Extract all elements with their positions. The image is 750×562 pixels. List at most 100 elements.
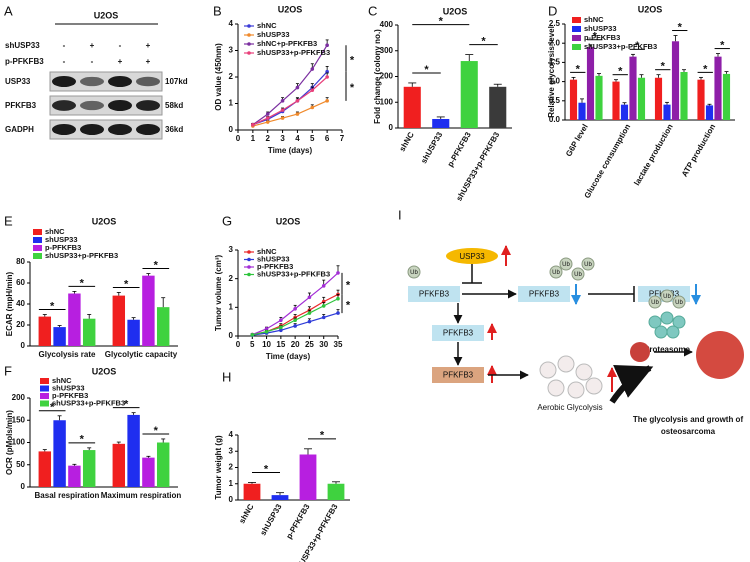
x-tick-label: lactate production <box>632 122 675 187</box>
y-tick-label: 2 <box>229 274 234 283</box>
bar <box>156 442 170 487</box>
significance: * <box>439 16 444 28</box>
y-tick-label: 0 <box>389 123 394 132</box>
significance: * <box>124 278 129 290</box>
point <box>279 325 283 330</box>
legend-swatch <box>572 17 581 23</box>
ub-node <box>571 267 585 281</box>
bar <box>586 47 595 120</box>
legend-swatch <box>33 237 42 243</box>
bar <box>595 75 603 120</box>
cell <box>557 355 575 373</box>
legend-label: shNC+p-PFKFB3 <box>257 39 317 48</box>
bar <box>620 104 629 120</box>
legend-marker <box>247 51 251 55</box>
chart-title: U2OS <box>92 216 117 226</box>
y-tick-label: 200 <box>380 72 394 81</box>
protein-label: PFKFB3 <box>419 290 450 299</box>
bar <box>629 56 637 120</box>
y-axis-label: OD value (450nm) <box>214 43 223 111</box>
point <box>250 333 255 337</box>
bar <box>612 81 620 120</box>
point <box>307 319 312 324</box>
legend-marker <box>247 42 251 46</box>
chart-title: U2OS <box>276 216 301 226</box>
x-tick-label: 10 <box>262 340 271 349</box>
y-axis-label: Tumor weight (g) <box>214 435 223 500</box>
significance: * <box>346 280 351 292</box>
x-tick-label: 35 <box>334 340 343 349</box>
y-tick-label: 0 <box>21 341 26 350</box>
condition-sign: - <box>119 41 122 50</box>
x-tick-label: 0 <box>236 340 241 349</box>
y-axis-label: Fold change (colony no.) <box>373 29 382 124</box>
significance: * <box>635 40 640 52</box>
series-line <box>252 76 328 126</box>
legend-label: shUSP33+p-PFKFB3 <box>257 269 330 278</box>
legend-label: shNC <box>257 21 277 30</box>
y-tick-label: 60 <box>16 278 25 287</box>
point <box>321 315 326 320</box>
legend-label: shUSP33 <box>257 254 290 263</box>
cell <box>575 363 593 381</box>
band-size: 58kd <box>165 101 183 110</box>
significance: * <box>346 300 351 312</box>
point <box>265 112 270 116</box>
condition-sign: + <box>146 57 151 66</box>
bar <box>403 86 421 128</box>
panel-label: F <box>4 363 12 378</box>
x-tick-label: 3 <box>280 134 285 143</box>
y-tick-label: 2 <box>229 463 234 472</box>
legend-marker <box>247 250 251 254</box>
x-tick-label: 20 <box>291 340 300 349</box>
x-tick-label: shUSP33 <box>258 502 283 537</box>
legend-label: shNC <box>584 15 604 24</box>
bar <box>142 457 155 487</box>
band-name: PFKFB3 <box>5 101 37 110</box>
bar <box>663 104 671 120</box>
band-size: 107kd <box>165 77 188 86</box>
band <box>52 76 76 87</box>
legend-swatch <box>572 44 581 50</box>
bar <box>127 319 140 346</box>
legend-marker <box>247 272 251 277</box>
band <box>136 76 160 87</box>
blot-title: U2OS <box>94 10 119 20</box>
band <box>108 100 132 111</box>
point <box>321 304 326 308</box>
y-axis-label: ECAR (mpH/min) <box>5 271 14 336</box>
ub-node <box>672 295 686 309</box>
ub-label: Ub <box>663 294 671 300</box>
y-tick-label: 3 <box>229 46 234 55</box>
bar <box>714 56 722 120</box>
ub-label: Ub <box>584 262 592 268</box>
protein-label: PFKFB3 <box>443 329 474 338</box>
significance: * <box>80 277 85 289</box>
band-name: GADPH <box>5 125 34 134</box>
usp33-node <box>446 248 498 264</box>
bar <box>68 293 81 346</box>
point <box>307 311 312 315</box>
cell <box>585 377 603 395</box>
legend-swatch <box>33 253 42 259</box>
point <box>336 271 340 275</box>
panel-label: B <box>213 3 222 18</box>
blot-strip <box>49 71 163 92</box>
condition-sign: + <box>90 41 95 50</box>
point <box>295 85 300 90</box>
x-tick-label: 25 <box>305 340 314 349</box>
point <box>251 122 255 127</box>
legend-swatch <box>33 229 42 235</box>
ub-label: Ub <box>562 262 570 268</box>
band <box>108 76 132 87</box>
bar <box>460 61 478 128</box>
y-tick-label: 100 <box>380 97 394 106</box>
x-tick-label: ATP production <box>680 122 717 178</box>
outcome-label: The glycolysis and growth of <box>633 415 744 424</box>
bar <box>82 450 96 487</box>
y-tick-label: 3 <box>229 446 234 455</box>
significance: * <box>154 425 159 437</box>
legend-marker <box>247 33 251 37</box>
significance: * <box>264 463 269 475</box>
significance: * <box>50 402 55 414</box>
